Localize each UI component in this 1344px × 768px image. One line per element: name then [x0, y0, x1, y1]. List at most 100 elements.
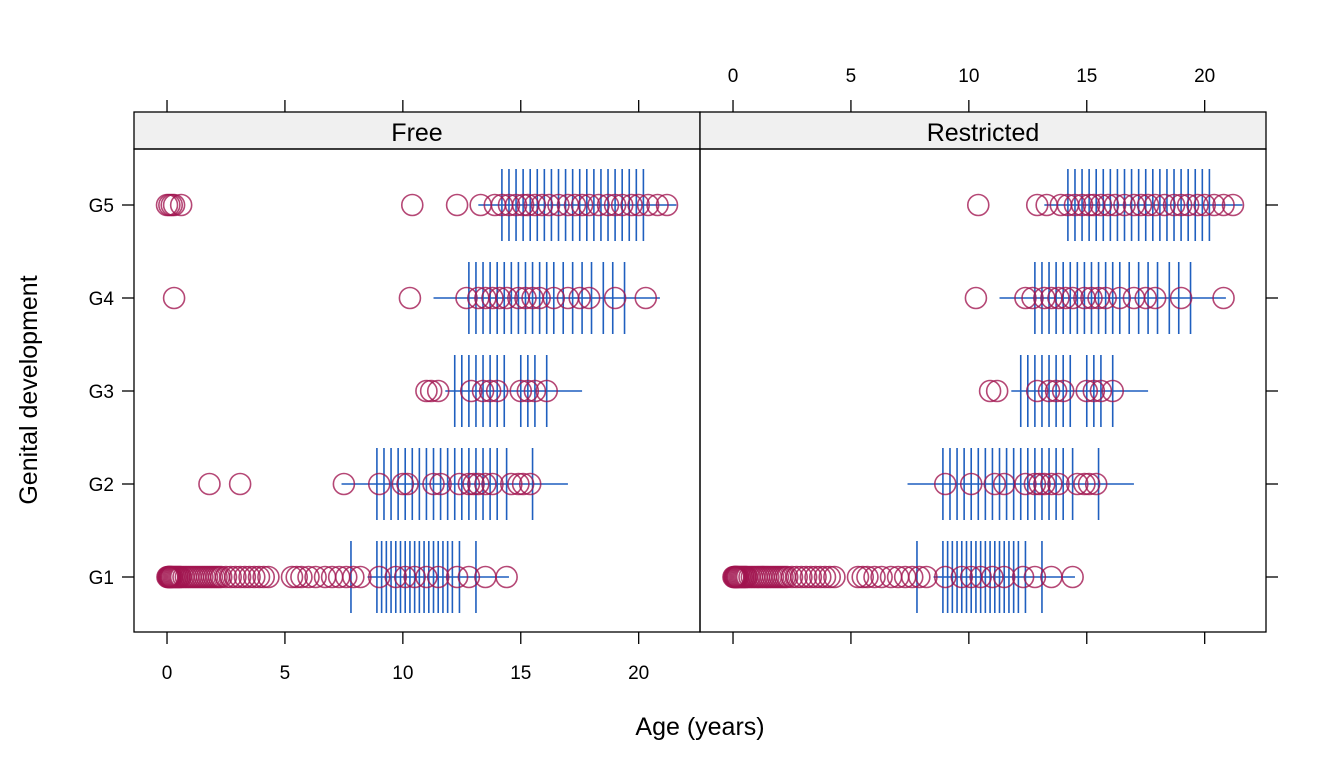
data-point-restricted-G5 [1136, 193, 1160, 217]
axes: 0 5 10 15 20 0 5 10 15 20 G1 G2 G3 G4 G5 [89, 66, 1278, 684]
data-point-free-G5 [577, 193, 601, 217]
data-point-free-G5 [162, 193, 186, 217]
data-point-free-G1 [209, 565, 233, 589]
data-point-restricted-G1 [856, 565, 879, 589]
data-point-restricted-G5 [1143, 193, 1167, 217]
data-point-free-G4 [514, 286, 537, 310]
data-point-free-G5 [563, 193, 587, 217]
data-point-free-G3 [478, 379, 502, 403]
data-point-restricted-G1 [823, 565, 846, 589]
data-point-free-G1 [415, 565, 438, 589]
data-point-free-G2 [511, 472, 535, 496]
data-point-free-G1 [367, 565, 391, 589]
data-point-restricted-G1 [950, 565, 974, 589]
data-point-free-G1 [228, 565, 252, 589]
data-point-restricted-G1 [969, 565, 992, 589]
data-point-free-G1 [403, 565, 426, 589]
data-point-free-G4 [634, 286, 658, 310]
data-point-restricted-G3 [1089, 379, 1113, 403]
data-point-free-G2 [422, 472, 445, 496]
data-point-free-G1 [280, 565, 304, 589]
data-point-restricted-G5 [1193, 193, 1216, 217]
data-point-free-G4 [577, 286, 601, 310]
data-point-free-G5 [537, 193, 561, 217]
data-point-restricted-G1 [799, 565, 823, 589]
data-point-restricted-G4 [1094, 286, 1117, 310]
data-point-free-G4 [495, 286, 518, 310]
data-point-restricted-G1 [780, 565, 804, 589]
data-point-restricted-G5 [1221, 193, 1245, 217]
data-point-restricted-G1 [915, 565, 938, 589]
data-point-restricted-G5 [966, 193, 990, 217]
data-point-free-G1 [224, 565, 247, 589]
y-tick-label: G3 [89, 382, 114, 403]
data-point-free-G1 [297, 565, 320, 589]
data-point-free-G2 [332, 472, 356, 496]
x-tick-label: 10 [392, 663, 413, 684]
data-point-restricted-G2 [959, 472, 983, 496]
data-point-free-G1 [238, 565, 261, 589]
data-point-free-G2 [429, 472, 452, 496]
data-point-free-G5 [636, 193, 660, 217]
data-point-free-G2 [396, 472, 419, 496]
data-point-restricted-G3 [1044, 379, 1068, 403]
data-point-restricted-G2 [1066, 472, 1089, 496]
data-point-restricted-G1 [785, 565, 808, 589]
data-point-free-G5 [610, 193, 634, 217]
y-tick-label: G2 [89, 475, 114, 496]
data-point-restricted-G1 [900, 565, 924, 589]
data-point-free-G1 [342, 565, 365, 589]
data-point-free-G3 [509, 379, 533, 403]
data-point-restricted-G3 [1051, 379, 1075, 403]
data-point-restricted-G5 [1176, 193, 1200, 217]
data-point-restricted-G1 [775, 565, 799, 589]
data-point-restricted-G4 [1014, 286, 1037, 310]
data-point-restricted-G5 [1169, 193, 1193, 217]
data-point-free-G5 [523, 193, 547, 217]
data-point-free-G3 [535, 379, 559, 403]
data-point-free-G5 [547, 193, 570, 217]
x-tick-label: 20 [1194, 66, 1215, 87]
data-point-free-G5 [603, 193, 627, 217]
data-point-restricted-G1 [933, 565, 957, 589]
data-point-free-G5 [497, 193, 521, 217]
panel-frames: Free Restricted [133, 111, 1267, 633]
data-point-restricted-G1 [851, 565, 875, 589]
data-point-free-G5 [511, 193, 535, 217]
data-point-free-G3 [419, 379, 443, 403]
data-point-free-G4 [481, 286, 504, 310]
data-point-free-G1 [445, 565, 469, 589]
data-point-free-G5 [169, 193, 193, 217]
data-point-free-G2 [467, 472, 490, 496]
x-tick-label: 15 [510, 663, 531, 684]
strip-label-free: Free [391, 119, 442, 147]
data-point-restricted-G3 [1025, 379, 1049, 403]
strip-restricted [699, 111, 1267, 150]
data-point-restricted-G5 [1070, 193, 1094, 217]
data-point-restricted-G2 [1073, 472, 1096, 496]
x-axis-label: Age (years) [635, 713, 764, 741]
y-tick-label: G1 [89, 568, 114, 589]
data-point-restricted-G3 [1082, 379, 1106, 403]
data-point-free-G2 [367, 472, 391, 496]
data-point-free-G2 [481, 472, 504, 496]
data-point-restricted-G3 [1101, 379, 1125, 403]
data-point-free-G3 [471, 379, 495, 403]
data-point-free-G4 [488, 286, 511, 310]
data-point-free-G3 [523, 379, 547, 403]
data-point-free-G2 [228, 472, 252, 496]
data-point-free-G5 [445, 193, 469, 217]
data-point-free-G2 [457, 472, 481, 496]
data-point-restricted-G5 [1077, 193, 1101, 217]
data-point-restricted-G1 [794, 565, 818, 589]
x-tick-label: 5 [280, 663, 291, 684]
data-point-restricted-G1 [818, 565, 842, 589]
x-tick-label: 20 [628, 663, 649, 684]
data-point-free-G5 [530, 193, 554, 217]
data-point-restricted-G2 [1084, 472, 1108, 496]
data-point-free-G2 [474, 472, 497, 496]
data-points [155, 193, 1245, 589]
data-point-restricted-G1 [870, 565, 893, 589]
data-point-free-G1 [334, 565, 358, 589]
